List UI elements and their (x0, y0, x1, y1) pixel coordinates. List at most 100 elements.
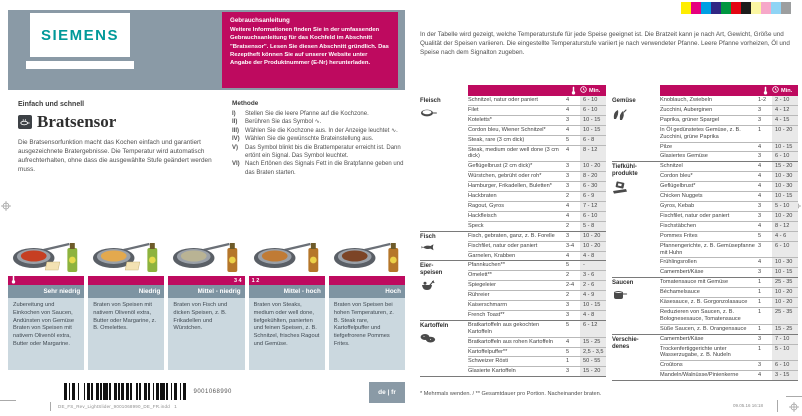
dish-name: Pfannkuchen** (468, 262, 506, 269)
table-section: Fisch Fisch, gebraten, ganz, z. B. Forell… (420, 231, 606, 262)
minutes-range: 6 - 10 (772, 361, 798, 371)
minutes-range: 15 - 20 (580, 367, 606, 377)
level-label: Mittel - hoch (248, 285, 325, 298)
setting-level: 3 (758, 335, 762, 342)
dish-name: Glasierte Kartoffeln (468, 368, 516, 375)
minutes-range: 15 - 25 (580, 337, 606, 347)
setting-level: 3 (566, 163, 570, 170)
methode-step-number: III) (232, 127, 239, 134)
setting-level: 1 (758, 126, 762, 133)
minutes-header: Min. (772, 86, 798, 95)
fish-icon (420, 243, 468, 255)
minutes-label: Min. (781, 87, 793, 94)
level-card: 3 4 Mittel - niedrig Braten von Fisch und … (168, 240, 245, 370)
dish-name: French Toast** (468, 311, 505, 318)
dish-name: Béchamelsauce (660, 289, 700, 296)
setting-level: 1 (758, 299, 762, 306)
thermometer-icon (566, 86, 580, 95)
brand-banner: SIEMENS Gebrauchsanleitung Weitere Infor… (8, 10, 405, 90)
kicker-text: Einfach und schnell (18, 101, 85, 108)
barcode-bar (182, 383, 186, 400)
page-title: Bratsensor (37, 112, 117, 131)
barcode-bar (130, 383, 132, 400)
clock-icon (772, 86, 779, 95)
methode-step: V) Das Symbol blinkt bis die Brattemperat… (232, 144, 408, 161)
minutes-range: 15 - 25 (772, 324, 798, 334)
dish-name: Knoblauch, Zwiebeln (660, 97, 712, 103)
level-strip: 3 4 (168, 276, 245, 285)
minutes-label: Min. (589, 87, 601, 94)
setting-level: 3 (566, 368, 570, 375)
registration-mark (1, 201, 11, 211)
level-label: Mittel - niedrig (168, 285, 245, 298)
setting-level: 2 (566, 193, 570, 200)
minutes-range: 10 - 20 (580, 241, 606, 251)
barcode-bar (118, 383, 120, 400)
level-label: Hoch (328, 285, 406, 298)
title-row: Bratsensor (18, 112, 116, 132)
setting-level: 4 (566, 202, 570, 209)
dish-name: Kartoffelpuffer** (468, 348, 508, 355)
dish-name: Pfannengerichte, z. B. Gemüsepfanne mit … (660, 242, 755, 256)
table-section: Verschie- denes Camembert/Käse 3 7 - 10 Troc… (612, 334, 798, 382)
color-swatch (781, 2, 791, 14)
level-card: Sehr niedrig Zubereitung und Einkochen vo… (8, 240, 85, 370)
panel-number-badge: 3 4 (233, 277, 242, 284)
table-row: Koteletts* 3 10 - 15 (468, 115, 606, 126)
barcode (64, 383, 186, 400)
dish-name: Steak, medium oder well done (3 cm dick) (468, 146, 559, 160)
thermometer-icon (758, 86, 772, 95)
methode-step-text: Das Symbol blinkt bis die Brattemperatur… (245, 144, 401, 160)
minutes-header: Min. (580, 86, 606, 95)
table-intro-paragraph: In der Tabelle wird gezeigt, welche Temp… (420, 31, 790, 56)
setting-level: 2-4 (566, 282, 575, 289)
table-row: Schnitzel, natur oder paniert 4 6 - 10 (468, 96, 606, 106)
table-row: Cordon bleu* 4 10 - 30 (660, 172, 798, 183)
table-row: Garnelen, Krabben 4 4 - 8 (468, 251, 606, 261)
methode-step: II) Berühren Sie das Symbol ∿. (232, 118, 408, 126)
minutes-range: 10 - 20 (772, 211, 798, 221)
setting-level: 3 (566, 302, 570, 309)
pan-illustration (328, 240, 406, 276)
table-row: Croûtons 3 6 - 10 (660, 361, 798, 372)
barcode-bar (68, 383, 70, 400)
barcode-bar (143, 383, 147, 400)
setting-level: 4 (758, 183, 762, 190)
info-box-body: Weitere Informationen finden Sie in der … (230, 27, 389, 67)
barcode-bar (86, 383, 90, 400)
level-strip (8, 275, 85, 285)
setting-level: 4 (758, 372, 762, 379)
table-row: Geflügelbrust (2 cm dick)* 3 10 - 20 (468, 162, 606, 173)
dish-name: Fisch, gebraten, ganz, z. B. Forelle (468, 232, 555, 239)
level-label: Sehr niedrig (8, 285, 85, 298)
dish-name: Croûtons (660, 362, 683, 369)
minutes-range: 10 - 15 (580, 125, 606, 135)
table-section: Tiefkühl- produkte Schnitzel 4 15 - 20 Cordo… (612, 162, 798, 279)
dish-name: Paprika, grüner Spargel (660, 116, 720, 123)
minutes-range: 4 - 8 (580, 310, 606, 320)
dish-name: Camembert/Käse (660, 335, 704, 342)
level-card: 1 2 Mittel - hoch Braten von Steaks, mediu… (248, 240, 325, 370)
setting-level: 4 (566, 126, 570, 133)
category-cell: Tiefkühl- produkte (612, 162, 660, 277)
table-row: Spiegeleier 2-4 2 - 6 (468, 281, 606, 292)
methode-step: VI) Nach Ertönen des Signals Fett in die … (232, 160, 408, 177)
panel-number-badge: 1 2 (251, 277, 260, 284)
color-swatch (731, 2, 741, 14)
setting-level: 3 (758, 362, 762, 369)
minutes-range: 10 - 20 (772, 288, 798, 298)
methode-step-number: I) (232, 111, 236, 117)
minutes-range: 50 - 55 (580, 357, 606, 367)
category-cell: Saucen (612, 278, 660, 333)
setting-level: 4 (758, 259, 762, 266)
dish-name: Würstchen, gebrüht oder roh* (468, 173, 542, 180)
table-row: Fisch, gebraten, ganz, z. B. Forelle 3 10 … (468, 231, 606, 242)
dish-name: Rühreier (468, 292, 490, 299)
table-row: Gyros, Kebab 3 5 - 10 (660, 201, 798, 212)
barcode-bar (91, 383, 93, 400)
level-cards: Sehr niedrig Zubereitung und Einkochen vo… (8, 240, 406, 370)
bratsensor-icon (18, 115, 32, 129)
setting-level: 3-4 (566, 242, 575, 249)
barcode-bar (160, 383, 165, 400)
table-row: Käsesauce, z. B. Gorgonzolasauce 1 10 - 20 (660, 298, 798, 308)
